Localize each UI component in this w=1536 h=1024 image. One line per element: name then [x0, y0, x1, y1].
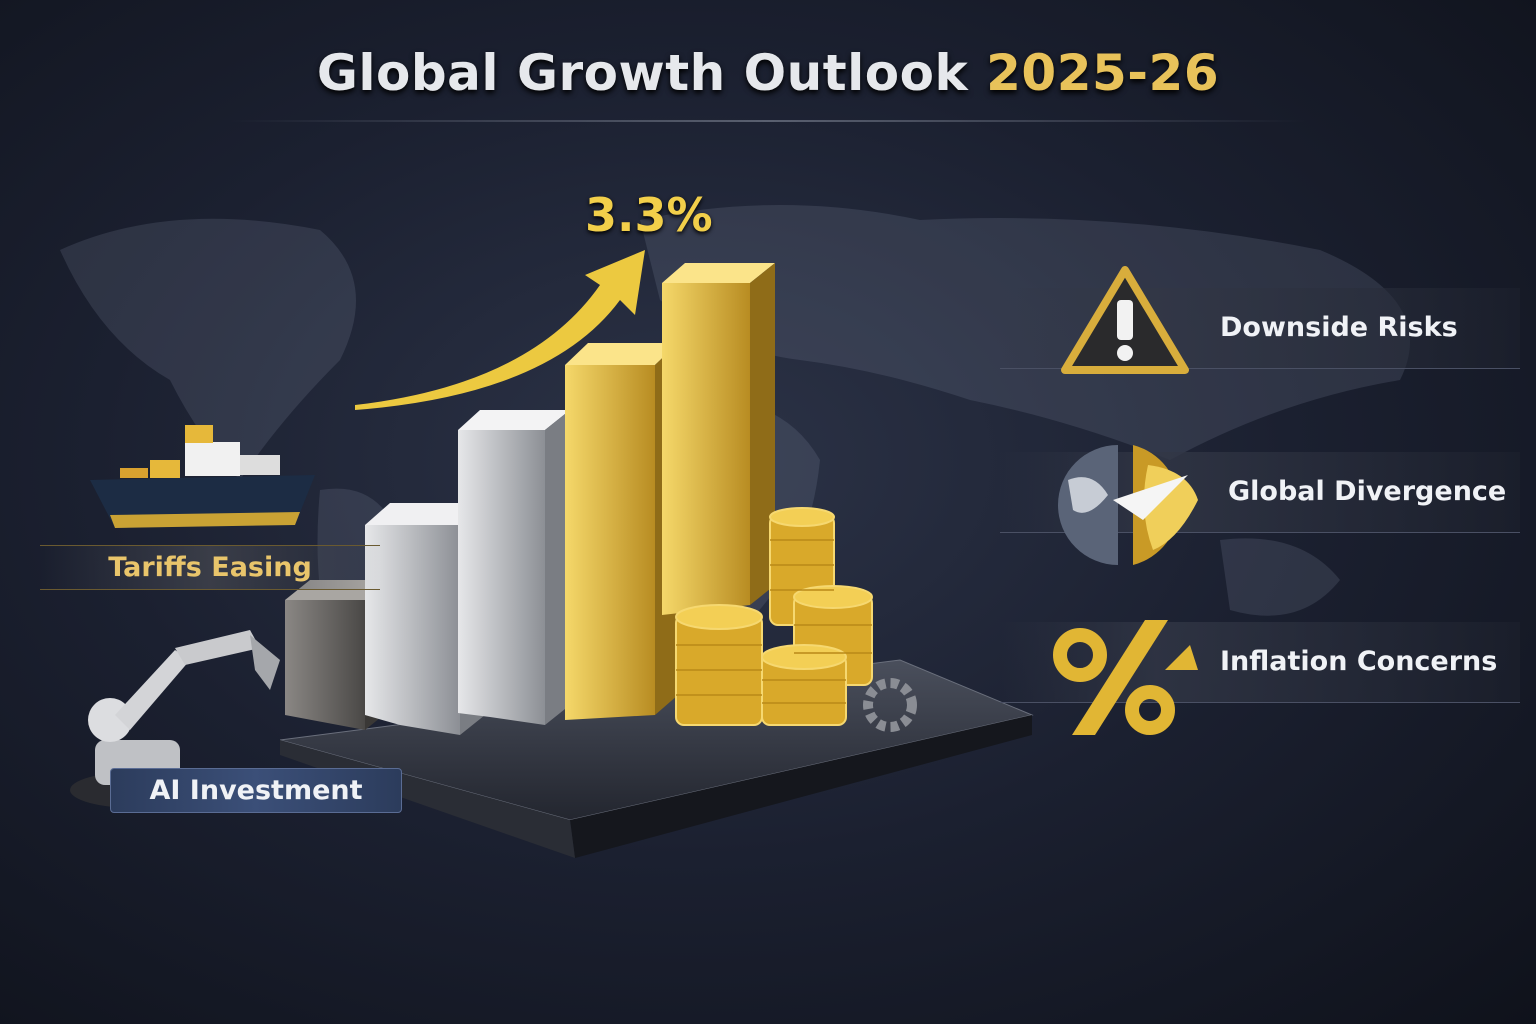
split-globe-icon — [1058, 445, 1198, 565]
inflation-concerns-label: Inflation Concerns — [1220, 646, 1498, 677]
title-main: Global Growth Outlook — [316, 44, 987, 102]
global-divergence-label: Global Divergence — [1228, 476, 1507, 507]
title-accent: 2025-26 — [986, 44, 1220, 102]
cargo-ship-icon — [90, 425, 315, 528]
gear-icon — [863, 678, 917, 732]
page-title: Global Growth Outlook 2025-26 — [0, 44, 1536, 102]
bar-5 — [662, 263, 775, 615]
ai-investment-label: AI Investment — [110, 768, 402, 813]
coin-stacks-icon — [675, 507, 917, 732]
coin-stack-4 — [761, 644, 847, 726]
bar-chart — [285, 263, 775, 735]
percent-arrow-icon — [1053, 620, 1198, 735]
warning-triangle-icon — [1061, 266, 1189, 374]
tariffs-easing-label: Tariffs Easing — [40, 545, 380, 590]
divider — [230, 120, 1306, 122]
growth-value: 3.3% — [585, 188, 713, 242]
downside-risks-label: Downside Risks — [1220, 312, 1458, 343]
growth-arrow-icon — [355, 250, 645, 410]
coin-stack-3 — [675, 604, 763, 726]
bar-3 — [458, 410, 570, 725]
